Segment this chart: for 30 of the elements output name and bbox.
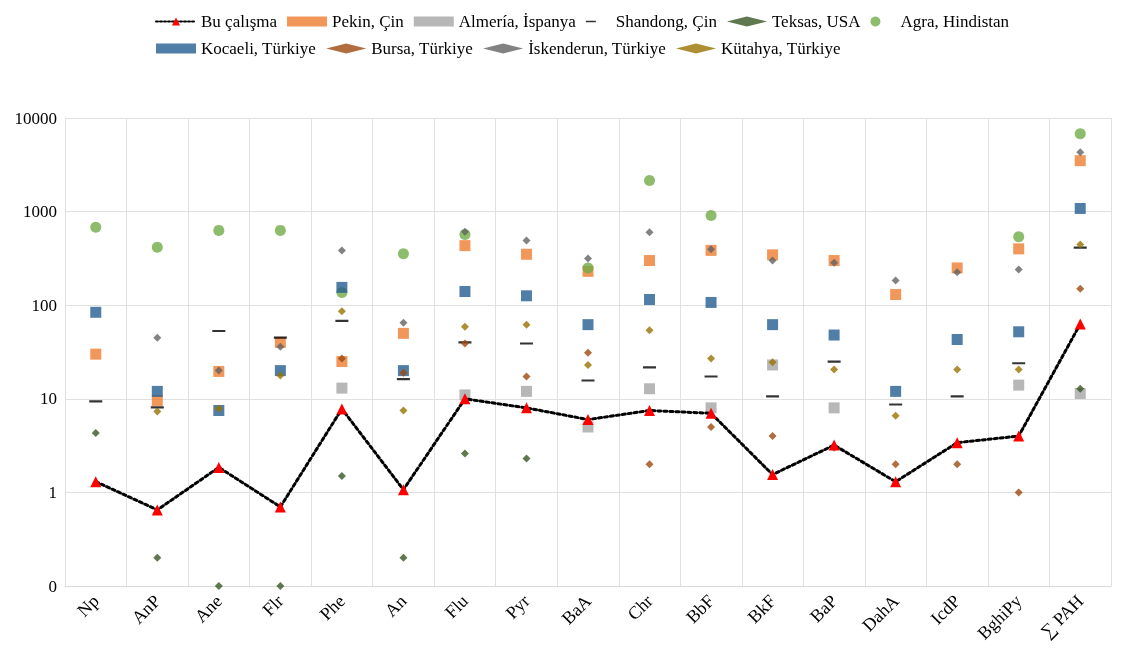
legend-label: Kütahya, Türkiye xyxy=(720,39,841,58)
y-tick-label: 100 xyxy=(31,295,57,315)
legend-label: Bursa, Türkiye xyxy=(371,39,473,58)
legend-label: Agra, Hindistan xyxy=(900,12,1010,31)
x-tick-label: BkF xyxy=(743,590,780,627)
x-tick-label: IcdP xyxy=(926,590,965,629)
x-tick-label: Flr xyxy=(258,590,288,620)
y-tick-label: 10 xyxy=(40,389,57,409)
x-tick-label: AnP xyxy=(127,590,165,628)
legend-label: Pekin, Çin xyxy=(332,12,405,31)
x-tick-label: BaA xyxy=(557,590,596,629)
x-tick-label: BaP xyxy=(805,590,842,627)
legend-label: Almería, İspanya xyxy=(458,12,577,31)
y-tick-label: 10000 xyxy=(14,108,57,128)
x-tick-label: Chr xyxy=(623,590,657,625)
x-tick-label: Phe xyxy=(315,590,349,625)
legend-label: Teksas, USA xyxy=(771,12,862,31)
y-tick-label: 1 xyxy=(48,482,57,502)
x-tick-label: Flu xyxy=(440,590,473,623)
x-tick-label: Np xyxy=(73,590,103,621)
y-tick-label: 1000 xyxy=(23,202,57,222)
x-tick-label: Pyr xyxy=(501,590,534,623)
legend-label: Kocaeli, Türkiye xyxy=(201,39,316,58)
y-tick-label: 0 xyxy=(48,576,57,596)
x-tick-label: An xyxy=(380,590,411,621)
legend-label: Bu çalışma xyxy=(201,12,278,31)
x-tick-label: BbF xyxy=(682,590,719,627)
legend-label: Shandong, Çin xyxy=(615,12,718,31)
x-tick-label: Ane xyxy=(190,590,226,627)
legend-label: İskenderun, Türkiye xyxy=(528,39,666,58)
